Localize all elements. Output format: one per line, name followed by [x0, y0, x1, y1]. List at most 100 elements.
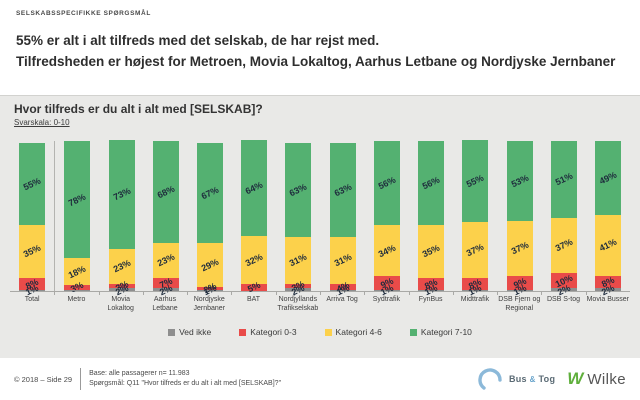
kicker: SELSKABSSPECIFIKKE SPØRGSMÅL: [16, 10, 151, 17]
bar-segment: 56%: [418, 141, 445, 225]
bus-tog-word1: Bus: [508, 374, 527, 384]
legend-swatch-icon: [324, 328, 332, 336]
bar-segment: 1%: [373, 283, 400, 298]
bar-column: 55% 37% 8% 1%: [453, 139, 497, 298]
bar-segment: 1%: [196, 283, 223, 298]
bus-tog-logo: Bus & Tog: [478, 367, 555, 391]
bar-column: 67% 29% 2% 1%: [188, 141, 232, 298]
bar-segment: 1%: [329, 283, 356, 298]
category-label: Total: [24, 296, 40, 303]
bar-segment: 8%: [19, 276, 46, 291]
bar-column: 63% 31% 3% 2%: [276, 141, 320, 297]
bar-segment: 35%: [418, 225, 445, 278]
legend-swatch-icon: [168, 328, 176, 336]
footer-notes: Base: alle passagerer n= 11.983 Spørgsmå…: [89, 369, 281, 389]
category-label: Aarhus Letbane: [142, 292, 187, 313]
category-label: DSB S-tog: [541, 292, 585, 313]
bar-segment: 68%: [152, 141, 179, 243]
stacked-bar: 64% 32% 5%: [241, 139, 268, 295]
segment-value-label: 51%: [553, 170, 575, 188]
stacked-bar: 78% 18% 3%: [64, 141, 91, 295]
bus-tog-ampersand: &: [529, 375, 536, 384]
segment-value-label: 34%: [376, 242, 398, 259]
legend-item: Ved ikke: [168, 327, 211, 337]
bar-segment: 63%: [285, 142, 312, 237]
category-axis: Total Metro Movia Lokaltog Aarhus Letbane No…: [10, 292, 630, 313]
headline: 55% er alt i alt tilfreds med det selska…: [16, 30, 615, 72]
chart-subtitle: Svarskala: 0-10: [14, 118, 70, 127]
segment-value-label: 23%: [111, 257, 132, 275]
bar-segment: 51%: [550, 141, 577, 218]
question-note: Spørgsmål: Q11 "Hvor tilfreds er du alt …: [89, 380, 282, 387]
segment-value-label: 18%: [67, 263, 88, 280]
chart-panel: Hvor tilfreds er du alt i alt med [SELSK…: [0, 95, 640, 358]
headline-line-2: Tilfredsheden er højest for Metroen, Mov…: [16, 54, 616, 69]
bar-segment: 34%: [373, 225, 400, 276]
segment-value-label: 67%: [199, 184, 221, 202]
category-label: FynBus: [408, 292, 453, 313]
bar-segment: 53%: [506, 141, 533, 221]
bar-column: 56% 34% 9% 1%: [365, 141, 409, 298]
bar-segment: 31%: [285, 237, 312, 284]
segment-value-label: 29%: [199, 256, 221, 274]
segment-value-label: 37%: [465, 241, 486, 259]
bar-segment: 31%: [329, 237, 356, 284]
bar-segment: 1%: [19, 283, 46, 298]
bar-segment: 2%: [196, 281, 223, 295]
bar-column: 53% 37% 9% 1%: [497, 141, 541, 298]
legend: Ved ikke Kategori 0-3 Kategori 4-6 Kategori…: [0, 327, 640, 337]
category-label: BAT: [231, 292, 275, 313]
category-label: Movia Lokaltog: [98, 292, 143, 313]
segment-value-label: 37%: [509, 239, 530, 257]
bar-segment: 23%: [152, 243, 179, 278]
segment-value-label: 63%: [332, 181, 353, 199]
stacked-bar: 68% 23% 7% 2%: [152, 141, 179, 297]
bar-column: 63% 31% 4% 1%: [321, 141, 365, 298]
segment-value-label: 41%: [597, 236, 619, 254]
stacked-bar: 53% 37% 9% 1%: [506, 141, 533, 298]
bar-segment: 18%: [64, 258, 91, 285]
stacked-bar: 73% 23% 3% 2%: [108, 139, 135, 297]
segment-value-label: 64%: [243, 179, 265, 196]
segment-value-label: 37%: [553, 236, 575, 254]
bar-column: 78% 18% 3%: [55, 141, 99, 295]
bar-segment: 8%: [594, 275, 621, 289]
bar-segment: 2%: [594, 282, 621, 297]
bar-segment: 73%: [108, 139, 135, 249]
bar-segment: 56%: [373, 141, 400, 225]
bar-segment: 29%: [196, 243, 223, 287]
bus-tog-word2: Tog: [538, 374, 556, 384]
category-label: Midttrafik: [452, 292, 497, 313]
bar-column: 49% 41% 8% 2%: [586, 141, 630, 297]
bar-segment: 7%: [152, 275, 179, 290]
bar-segment: [64, 289, 91, 291]
segment-value-label: 56%: [420, 174, 442, 192]
footer-divider: [80, 368, 82, 390]
bar-segment: 10%: [550, 272, 577, 289]
stacked-bar: 51% 37% 10% 2%: [550, 141, 577, 297]
stacked-bar: 63% 31% 3% 2%: [285, 142, 312, 297]
bar-column: 55% 35% 8% 1%: [10, 141, 56, 298]
bar-segment: 9%: [373, 275, 400, 290]
category-label: Metro: [54, 292, 98, 313]
bus-tog-arc-icon: [478, 368, 502, 390]
stacked-bar: 56% 35% 8% 1%: [418, 141, 445, 298]
bar-column: 73% 23% 3% 2%: [99, 139, 143, 297]
legend-swatch-icon: [409, 328, 417, 336]
bar-segment: 1%: [418, 283, 445, 298]
segment-value-label: 73%: [111, 185, 132, 203]
bar-segment: 23%: [108, 249, 135, 284]
bar-segment: 5%: [241, 280, 268, 295]
legend-label: Kategori 0-3: [250, 327, 297, 337]
bar-segment: 67%: [196, 142, 223, 243]
category-label: Movia Busser: [585, 292, 630, 313]
segment-value-label: 31%: [332, 251, 353, 269]
bar-segment: 2%: [152, 282, 179, 297]
category-label: Arriva Tog: [319, 292, 364, 313]
bar-segment: 9%: [506, 275, 533, 290]
bar-column: 51% 37% 10% 2%: [542, 141, 586, 297]
segment-value-label: 32%: [243, 251, 265, 268]
bar-segment: 49%: [594, 141, 621, 215]
chart-title: Hvor tilfreds er du alt i alt med [SELSK…: [14, 102, 263, 116]
